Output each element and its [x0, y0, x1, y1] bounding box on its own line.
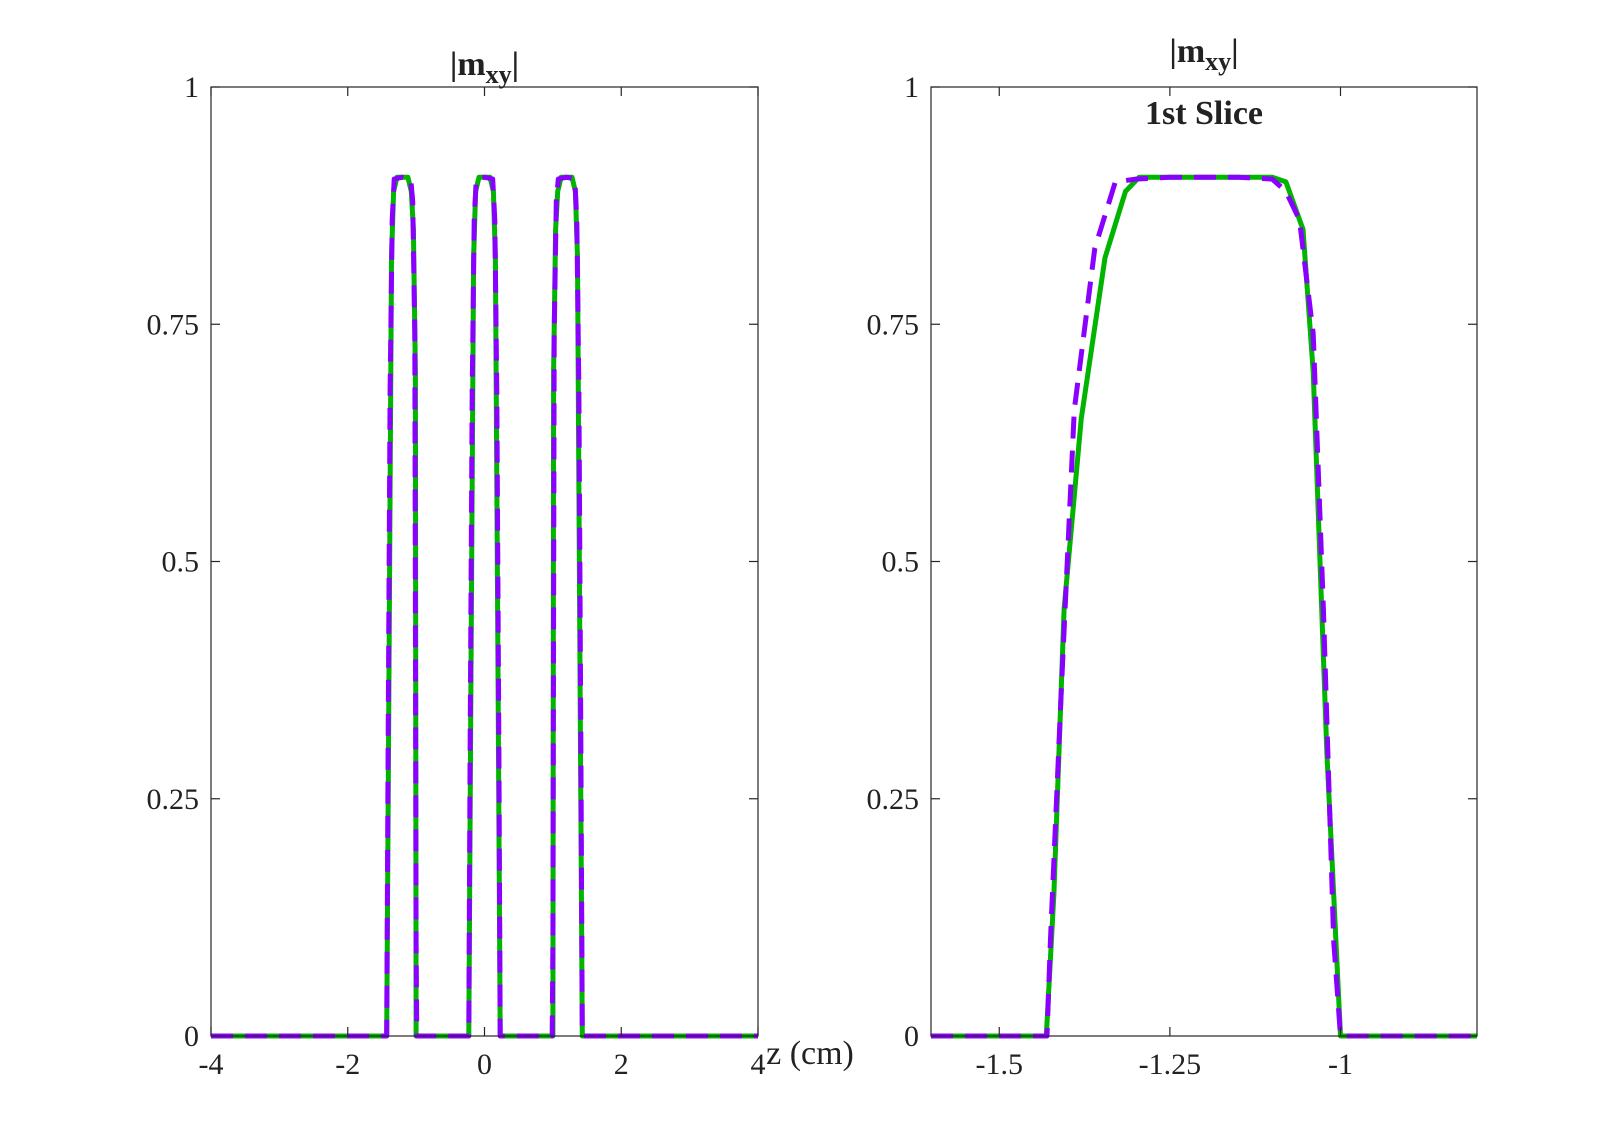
x-tick-label: -1.5 — [976, 1048, 1024, 1081]
title-left-sub: xy — [486, 60, 512, 89]
y-tick-label: 1 — [904, 71, 919, 104]
y-tick-label: 0.5 — [882, 546, 920, 579]
series-line-solid — [931, 174, 1477, 1039]
x-tick-label: -2 — [335, 1048, 360, 1081]
y-tick-label: 0 — [184, 1020, 199, 1053]
ticks-left: -4 -2 0 2 4 0 0.25 0.5 0.75 1 — [147, 71, 766, 1081]
axes-right: -1.5 -1.25 -1 0 0.25 0.5 0.75 1 |mxy| 1st Slice — [867, 33, 1478, 1081]
title-left: |mxy| — [450, 46, 519, 89]
x-tick-label: 2 — [614, 1048, 629, 1081]
title-right-sub: xy — [1205, 47, 1231, 76]
x-tick-label: -1.25 — [1139, 1048, 1202, 1081]
series-line-dashed — [931, 174, 1477, 1039]
x-tick-label: -4 — [199, 1048, 224, 1081]
x-tick-label: 4 — [751, 1048, 766, 1081]
x-tick-label: 0 — [477, 1048, 492, 1081]
y-tick-label: 1 — [184, 71, 199, 104]
plot-lines-left — [211, 174, 758, 1039]
title-left-end: | — [512, 46, 520, 83]
title-right-start: |m — [1169, 33, 1205, 70]
title-right-line2: 1st Slice — [1145, 95, 1263, 132]
y-tick-label: 0.25 — [867, 783, 920, 816]
y-tick-label: 0.5 — [162, 546, 200, 579]
title-right-end: | — [1231, 33, 1239, 70]
ticks-right: -1.5 -1.25 -1 0 0.25 0.5 0.75 1 — [867, 71, 1477, 1081]
series-line-solid — [211, 174, 758, 1039]
x-tick-label: -1 — [1328, 1048, 1353, 1081]
series-line-dashed — [211, 174, 758, 1039]
x-axis-label: z (cm) — [766, 1035, 854, 1072]
plot-lines-right — [931, 174, 1477, 1039]
y-tick-label: 0.75 — [867, 308, 920, 341]
title-left-start: |m — [450, 46, 486, 83]
axes-box-left — [210, 86, 759, 1037]
axes-left: -4 -2 0 2 4 0 0.25 0.5 0.75 1 |mxy| — [147, 46, 766, 1081]
axes-box-right — [930, 86, 1478, 1037]
title-right: |mxy| — [1169, 33, 1238, 76]
y-tick-label: 0.25 — [147, 783, 200, 816]
y-tick-label: 0 — [904, 1020, 919, 1053]
y-tick-label: 0.75 — [147, 308, 200, 341]
